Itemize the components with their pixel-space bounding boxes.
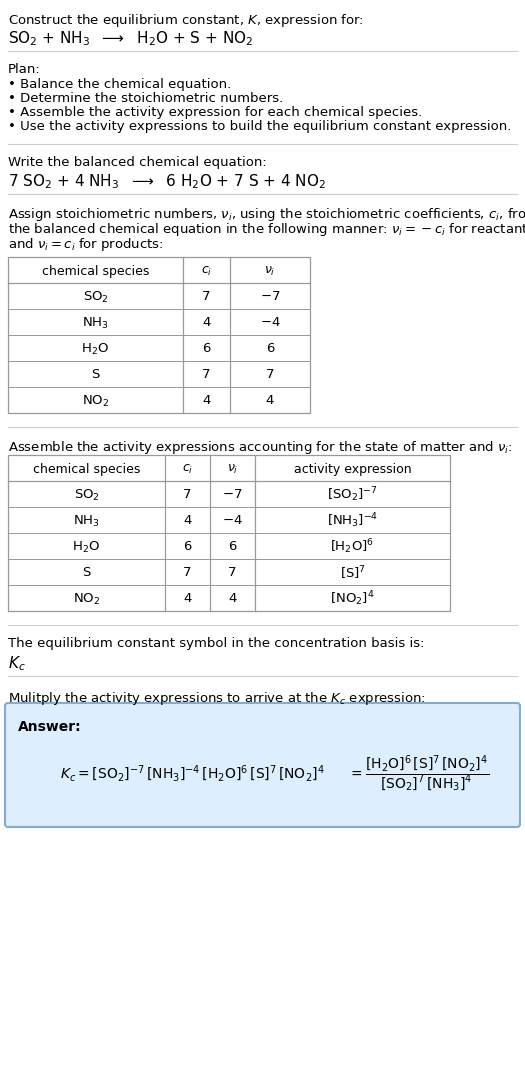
Text: $-4$: $-4$	[260, 316, 280, 329]
Text: NO$_2$: NO$_2$	[73, 592, 100, 607]
Text: $= \dfrac{[\mathrm{H_2O}]^6\,[\mathrm{S}]^7\,[\mathrm{NO_2}]^4}{[\mathrm{SO_2}]^: $= \dfrac{[\mathrm{H_2O}]^6\,[\mathrm{S}…	[348, 754, 489, 794]
Text: $c_i$: $c_i$	[182, 463, 193, 476]
Text: Mulitply the activity expressions to arrive at the $K_c$ expression:: Mulitply the activity expressions to arr…	[8, 690, 426, 707]
Text: SO$_2$ + NH$_3$  $\longrightarrow$  H$_2$O + S + NO$_2$: SO$_2$ + NH$_3$ $\longrightarrow$ H$_2$O…	[8, 29, 253, 47]
Text: 7: 7	[228, 566, 237, 580]
Text: 4: 4	[202, 316, 211, 329]
Text: NO$_2$: NO$_2$	[82, 394, 109, 409]
Text: $\nu_i$: $\nu_i$	[264, 265, 276, 278]
Text: 7: 7	[202, 291, 211, 303]
Text: 6: 6	[266, 342, 274, 355]
Text: 4: 4	[266, 395, 274, 408]
Text: 7: 7	[183, 489, 192, 501]
Text: [H$_2$O]$^{6}$: [H$_2$O]$^{6}$	[330, 538, 374, 556]
Text: S: S	[91, 368, 100, 382]
Text: 4: 4	[228, 593, 237, 606]
Text: • Assemble the activity expression for each chemical species.: • Assemble the activity expression for e…	[8, 107, 422, 119]
Text: activity expression: activity expression	[293, 463, 411, 476]
Text: Write the balanced chemical equation:: Write the balanced chemical equation:	[8, 156, 267, 169]
Text: 7: 7	[202, 368, 211, 382]
Text: 7: 7	[266, 368, 274, 382]
Text: H$_2$O: H$_2$O	[81, 341, 110, 356]
Text: the balanced chemical equation in the following manner: $\nu_i = -c_i$ for react: the balanced chemical equation in the fo…	[8, 221, 525, 238]
Text: NH$_3$: NH$_3$	[73, 513, 100, 528]
Text: • Balance the chemical equation.: • Balance the chemical equation.	[8, 77, 231, 91]
Text: 6: 6	[183, 540, 192, 553]
Text: [S]$^{7}$: [S]$^{7}$	[340, 564, 365, 582]
Text: Assign stoichiometric numbers, $\nu_i$, using the stoichiometric coefficients, $: Assign stoichiometric numbers, $\nu_i$, …	[8, 206, 525, 223]
Text: [NH$_3$]$^{-4}$: [NH$_3$]$^{-4}$	[327, 512, 378, 530]
Text: $-4$: $-4$	[222, 514, 243, 527]
Text: 7 SO$_2$ + 4 NH$_3$  $\longrightarrow$  6 H$_2$O + 7 S + 4 NO$_2$: 7 SO$_2$ + 4 NH$_3$ $\longrightarrow$ 6 …	[8, 172, 326, 190]
Text: 7: 7	[183, 566, 192, 580]
FancyBboxPatch shape	[5, 703, 520, 827]
Text: Plan:: Plan:	[8, 63, 41, 76]
Text: • Use the activity expressions to build the equilibrium constant expression.: • Use the activity expressions to build …	[8, 121, 511, 133]
Text: 4: 4	[202, 395, 211, 408]
Text: 6: 6	[202, 342, 211, 355]
Text: [SO$_2$]$^{-7}$: [SO$_2$]$^{-7}$	[327, 485, 378, 505]
Text: $\nu_i$: $\nu_i$	[227, 463, 238, 476]
Text: SO$_2$: SO$_2$	[74, 487, 99, 502]
Text: The equilibrium constant symbol in the concentration basis is:: The equilibrium constant symbol in the c…	[8, 637, 425, 650]
Text: $-7$: $-7$	[260, 291, 280, 303]
Text: chemical species: chemical species	[42, 265, 149, 278]
Text: 6: 6	[228, 540, 237, 553]
Text: Assemble the activity expressions accounting for the state of matter and $\nu_i$: Assemble the activity expressions accoun…	[8, 439, 513, 456]
Text: Construct the equilibrium constant, $K$, expression for:: Construct the equilibrium constant, $K$,…	[8, 12, 364, 29]
Text: and $\nu_i = c_i$ for products:: and $\nu_i = c_i$ for products:	[8, 236, 164, 253]
Text: 4: 4	[183, 593, 192, 606]
Text: Answer:: Answer:	[18, 720, 81, 734]
Bar	[8, 257, 310, 413]
Text: $-7$: $-7$	[222, 489, 243, 501]
Text: SO$_2$: SO$_2$	[82, 289, 109, 305]
Text: • Determine the stoichiometric numbers.: • Determine the stoichiometric numbers.	[8, 93, 284, 105]
Text: $K_c = [\mathrm{SO_2}]^{-7}\,[\mathrm{NH_3}]^{-4}\,[\mathrm{H_2O}]^{6}\,[\mathrm: $K_c = [\mathrm{SO_2}]^{-7}\,[\mathrm{NH…	[60, 764, 325, 784]
Text: chemical species: chemical species	[33, 463, 140, 476]
Text: $c_i$: $c_i$	[201, 265, 212, 278]
Bar	[8, 455, 450, 611]
Text: $K_c$: $K_c$	[8, 654, 26, 672]
Text: 4: 4	[183, 514, 192, 527]
Text: S: S	[82, 566, 91, 580]
Text: NH$_3$: NH$_3$	[82, 315, 109, 330]
Text: H$_2$O: H$_2$O	[72, 539, 101, 554]
Text: [NO$_2$]$^{4}$: [NO$_2$]$^{4}$	[330, 590, 375, 608]
